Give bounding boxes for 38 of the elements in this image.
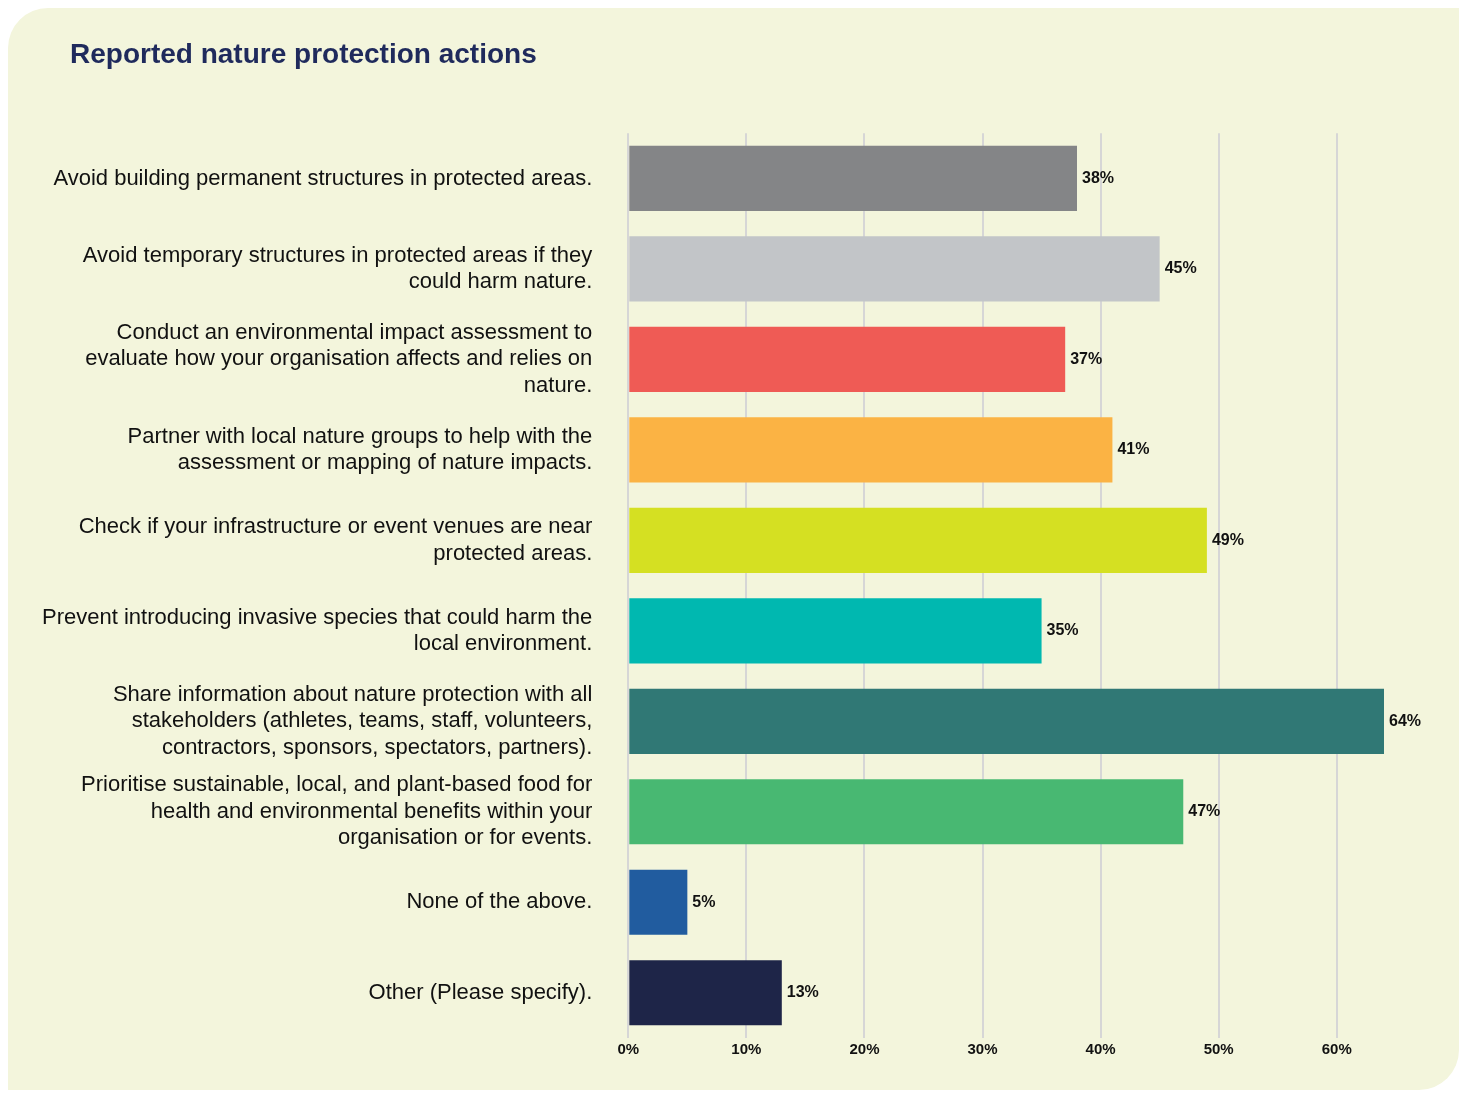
bar: [629, 598, 1042, 664]
x-tick-label: 0%: [617, 1040, 640, 1058]
data-label: 45%: [1164, 259, 1197, 277]
x-tick-label: 30%: [967, 1040, 998, 1058]
bar: [629, 779, 1184, 845]
data-label: 5%: [692, 892, 716, 910]
bar: [629, 960, 782, 1026]
bar: [629, 236, 1160, 302]
data-label: 64%: [1389, 711, 1422, 729]
data-label: 47%: [1188, 802, 1221, 820]
bar: [629, 869, 688, 935]
data-label: 41%: [1117, 440, 1150, 458]
y-tick-label: None of the above.: [406, 888, 593, 914]
y-tick-label: Other (Please specify).: [368, 978, 593, 1004]
x-tick-label: 10%: [731, 1040, 762, 1058]
data-label: 37%: [1070, 349, 1103, 367]
y-tick-label: Check if your infrastructure or event venues are near protected areas.: [78, 513, 593, 565]
bar: [629, 145, 1077, 212]
y-tick-label: Share information about nature protection with all stakeholders (athletes, teams, staff, volunteers, contractors, sponsors, spectators, partners).: [112, 680, 593, 759]
data-label: 13%: [786, 983, 819, 1001]
bar: [629, 507, 1207, 573]
data-label: 49%: [1211, 530, 1244, 548]
text: Reported nature protection actions: [70, 38, 537, 70]
x-tick-label: 60%: [1321, 1040, 1352, 1058]
bar: [629, 326, 1066, 392]
data-label: 38%: [1082, 168, 1115, 186]
y-tick-label: Partner with local nature groups to help with the assessment or mapping of nature impacts.: [127, 422, 593, 475]
data-label: 35%: [1046, 621, 1079, 639]
bar: [629, 688, 1384, 754]
y-tick-label: Prevent introducing invasive species that could harm the local environment.: [41, 603, 593, 656]
y-tick-label: Avoid temporary structures in protected areas if they could harm nature.: [82, 241, 593, 294]
x-tick-label: 20%: [849, 1040, 880, 1058]
y-tick-label: Avoid building permanent structures in protected areas.: [53, 164, 593, 190]
y-tick-label: Conduct an environmental impact assessment to evaluate how your organisation affects and relies on nature.: [85, 319, 593, 397]
bar: [629, 417, 1113, 483]
y-tick-label: Prioritise sustainable, local, and plant-based food for health and environmental benefits within your organisation or for events.: [81, 771, 593, 850]
x-tick-label: 40%: [1085, 1040, 1116, 1058]
x-tick-label: 50%: [1203, 1040, 1234, 1058]
